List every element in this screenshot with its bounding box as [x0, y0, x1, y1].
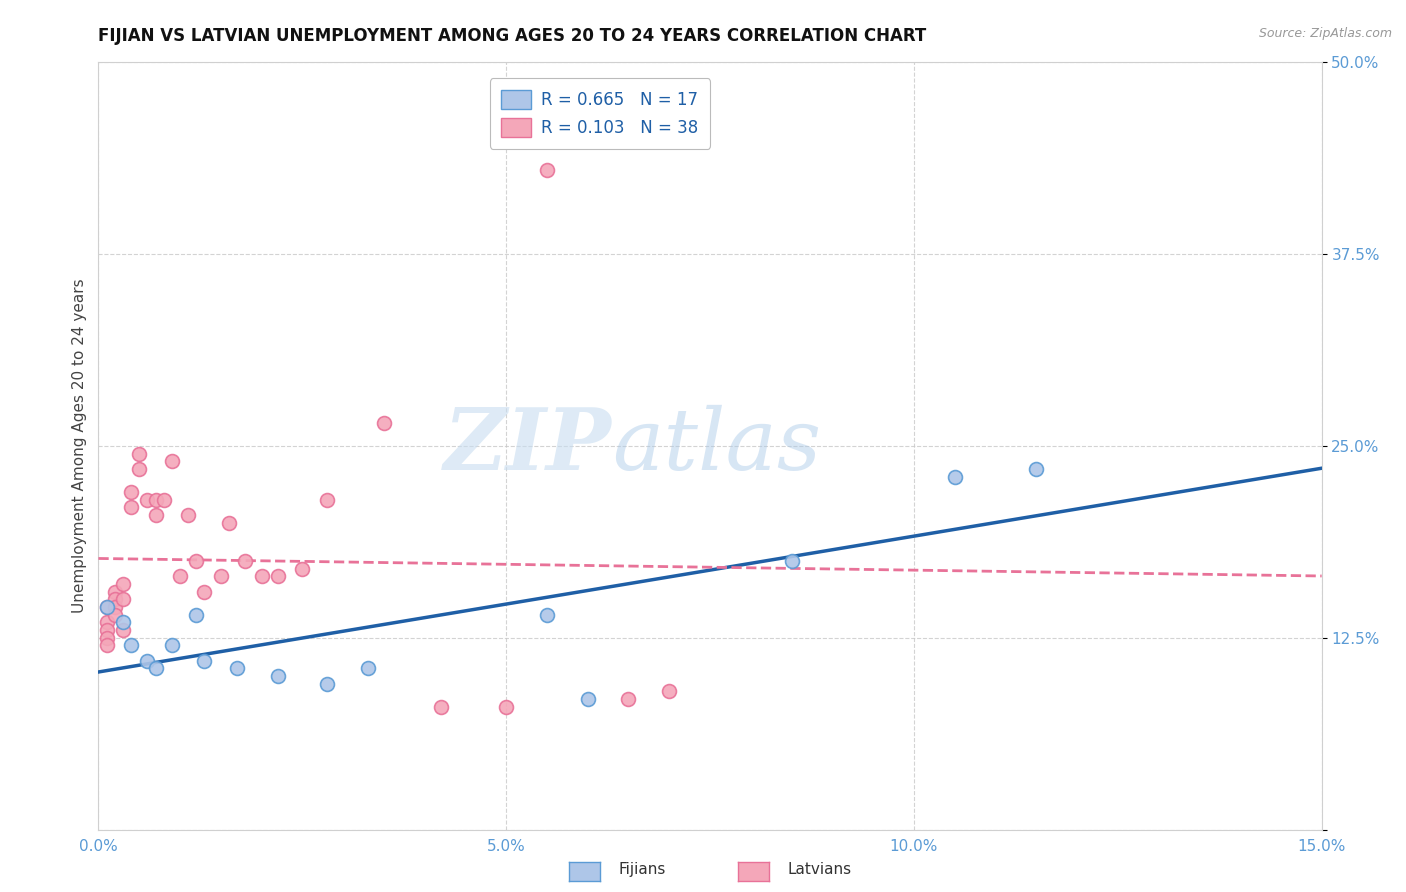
- Point: [943, 469, 966, 483]
- Point: [780, 554, 803, 568]
- Point: [136, 492, 159, 507]
- Point: [104, 584, 127, 599]
- Text: Source: ZipAtlas.com: Source: ZipAtlas.com: [1258, 27, 1392, 40]
- Point: [120, 500, 142, 515]
- Point: [128, 447, 150, 461]
- Text: atlas: atlas: [612, 405, 821, 487]
- Point: [617, 692, 640, 706]
- Point: [193, 654, 215, 668]
- Point: [291, 562, 314, 576]
- Point: [145, 508, 167, 522]
- Y-axis label: Unemployment Among Ages 20 to 24 years: Unemployment Among Ages 20 to 24 years: [72, 278, 87, 614]
- Point: [152, 492, 174, 507]
- Point: [495, 699, 517, 714]
- Text: Latvians: Latvians: [787, 863, 852, 877]
- Point: [315, 677, 337, 691]
- Point: [186, 607, 208, 622]
- Legend: R = 0.665   N = 17, R = 0.103   N = 38: R = 0.665 N = 17, R = 0.103 N = 38: [489, 78, 710, 149]
- Point: [160, 454, 183, 468]
- Point: [177, 508, 200, 522]
- Point: [136, 654, 159, 668]
- Point: [120, 639, 142, 653]
- Point: [96, 615, 118, 630]
- Point: [315, 492, 337, 507]
- Text: ZIP: ZIP: [444, 404, 612, 488]
- Point: [111, 592, 134, 607]
- Point: [145, 492, 167, 507]
- Point: [218, 516, 240, 530]
- Point: [104, 592, 127, 607]
- Point: [267, 569, 290, 583]
- Point: [111, 615, 134, 630]
- Point: [96, 639, 118, 653]
- Point: [145, 661, 167, 675]
- Point: [111, 623, 134, 637]
- Point: [373, 416, 395, 430]
- Point: [128, 462, 150, 476]
- Point: [104, 607, 127, 622]
- Point: [356, 661, 378, 675]
- Point: [576, 692, 599, 706]
- Point: [169, 569, 191, 583]
- Point: [111, 577, 134, 591]
- Point: [96, 623, 118, 637]
- Point: [160, 639, 183, 653]
- Point: [193, 584, 215, 599]
- Point: [96, 600, 118, 615]
- Point: [96, 631, 118, 645]
- Point: [658, 684, 681, 698]
- Point: [430, 699, 453, 714]
- Point: [104, 600, 127, 615]
- Point: [233, 554, 256, 568]
- Text: FIJIAN VS LATVIAN UNEMPLOYMENT AMONG AGES 20 TO 24 YEARS CORRELATION CHART: FIJIAN VS LATVIAN UNEMPLOYMENT AMONG AGE…: [98, 27, 927, 45]
- Point: [209, 569, 232, 583]
- Point: [226, 661, 249, 675]
- Text: Fijians: Fijians: [619, 863, 666, 877]
- Point: [250, 569, 273, 583]
- Point: [96, 600, 118, 615]
- Point: [186, 554, 208, 568]
- Point: [120, 485, 142, 500]
- Point: [536, 162, 558, 177]
- Point: [536, 607, 558, 622]
- Point: [267, 669, 290, 683]
- Point: [1025, 462, 1047, 476]
